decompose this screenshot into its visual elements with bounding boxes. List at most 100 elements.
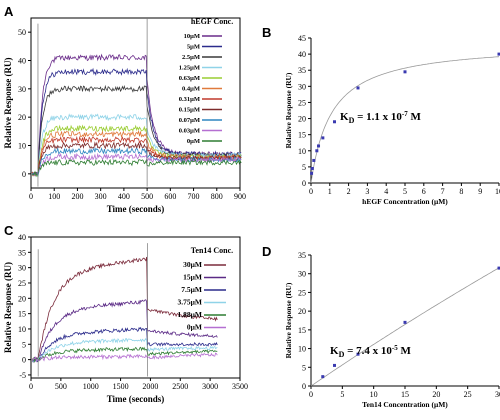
x-axis-label: Ten14 Concentration (μM) (362, 400, 448, 409)
y-tick-label: 0 (302, 179, 306, 188)
y-tick-label: 15 (298, 131, 306, 140)
x-tick-label: 0 (309, 187, 313, 196)
y-tick-label: 20 (298, 115, 306, 124)
y-tick-label: 25 (298, 98, 306, 107)
data-point (310, 167, 314, 170)
y-tick-label: 20 (18, 113, 26, 122)
series-line (31, 84, 242, 175)
x-tick-label: 15 (401, 390, 409, 399)
y-tick-label: 35 (298, 66, 306, 75)
x-tick-label: 3 (365, 187, 369, 196)
y-tick-label: 10 (298, 147, 306, 156)
x-tick-label: 0 (309, 390, 313, 399)
y-tick-label: 25 (18, 279, 26, 288)
x-tick-label: 300 (95, 192, 107, 201)
legend-entry-label: 0.31μM (179, 96, 200, 103)
x-tick-label: 10 (370, 390, 378, 399)
y-tick-label: 0 (22, 170, 26, 179)
legend-entry-label: 10μM (184, 33, 200, 40)
legend: hEGF Conc. 10μM 5μM 2.5μM 1.25μM 0.63μM 0.4μM 0… (179, 17, 233, 145)
series-line (31, 299, 218, 363)
legend-entry-label: 0.63μM (179, 75, 200, 82)
y-tick-label: 15 (18, 310, 26, 319)
x-tick-label: 0 (29, 382, 33, 391)
kd-subscript: D (349, 116, 355, 125)
fit-curve (310, 56, 500, 184)
kd-value: = 1.1 x 10 (354, 111, 402, 123)
plot-frame (30, 17, 241, 189)
y-tick-label: 20 (18, 294, 26, 303)
legend-entry-label: 2.5μM (182, 54, 200, 61)
y-axis-label: Relative Response (RU) (284, 282, 293, 358)
x-axis-label: Time (seconds) (107, 394, 165, 404)
x-tick-label: 8 (459, 187, 463, 196)
data-point (312, 158, 316, 162)
x-tick-label: 400 (118, 192, 130, 201)
y-tick-label: 25 (298, 288, 306, 297)
x-tick-label: 2500 (172, 382, 188, 391)
y-axis-label: Relative Response (RU) (284, 72, 293, 148)
series-line (31, 337, 218, 363)
kd-main: K (340, 111, 349, 123)
legend-entry-label: 0.03μM (179, 128, 200, 135)
panel-d: D 0 5 10 15 20 25 30 0 5 10 15 20 25 30 35 Ten14 Concent… (262, 244, 500, 409)
y-tick-label: -5 (19, 371, 26, 380)
panel-a: A 0 100 200 300 400 500 600 700 800 900 0 10 20 30 40 50… (3, 4, 246, 214)
kd-exponent: -7 (402, 110, 408, 118)
y-tick-label: 40 (298, 50, 306, 59)
legend-entry-label: 7.5μM (181, 285, 202, 294)
y-axis-label: Relative Response (RU) (3, 58, 13, 149)
x-tick-label: 1500 (113, 382, 129, 391)
legend-title: hEGF Conc. (191, 17, 233, 26)
data-point (310, 171, 314, 175)
legend-entry-label: 0μM (187, 138, 200, 145)
kd-exponent: -5 (392, 344, 398, 352)
kd-main: K (330, 345, 339, 357)
legend-entry-label: 3.75μM (178, 298, 202, 307)
y-tick-label: 45 (298, 34, 306, 43)
kd-unit: M (408, 111, 422, 123)
y-tick-label: 35 (298, 251, 306, 260)
x-axis-label: Time (seconds) (107, 204, 165, 214)
y-tick-label: 30 (298, 82, 306, 91)
series-group (31, 18, 242, 187)
x-tick-label: 20 (432, 390, 440, 399)
y-tick-label: 5 (22, 340, 26, 349)
kd-subscript: D (339, 350, 345, 359)
y-tick-label: 5 (302, 163, 306, 172)
kd-value: = 7.4 x 10 (344, 345, 392, 357)
series-line (31, 135, 242, 176)
x-tick-label: 500 (141, 192, 153, 201)
x-tick-label: 7 (441, 187, 445, 196)
legend-entry-label: 0.15μM (179, 107, 200, 114)
panel-letter: B (262, 25, 271, 40)
y-tick-label: 5 (302, 363, 306, 372)
x-tick-label: 1000 (83, 382, 99, 391)
data-point (403, 70, 407, 74)
data-point (315, 149, 319, 153)
panel-c: C0 500 1000 1500 2000 2500 3000 3500-5051015202… (3, 223, 248, 404)
y-tick-label: 0 (22, 356, 26, 365)
y-tick-label: 30 (298, 270, 306, 279)
x-tick-label: 600 (164, 192, 176, 201)
y-tick-label: 15 (298, 326, 306, 335)
x-tick-label: 800 (211, 192, 223, 201)
y-tick-label: 50 (18, 28, 26, 37)
legend-entry-label: 15μM (183, 273, 202, 282)
x-tick-label: 4 (384, 187, 388, 196)
kd-annotation: KD = 1.1 x 10-7 M (340, 110, 421, 125)
x-tick-label: 2 (347, 187, 351, 196)
y-tick-label: 0 (302, 382, 306, 391)
y-tick-label: 10 (18, 325, 26, 334)
legend-entry-label: 1.25μM (179, 65, 200, 72)
x-tick-label: 900 (234, 192, 246, 201)
legend-entry-label: 5μM (187, 44, 200, 51)
x-tick-label: 25 (464, 390, 472, 399)
legend: Ten14 Conc. 30μM 15μM 7.5μM 3.75μM 1.88μM 0μM (178, 246, 234, 332)
kd-annotation: KD = 7.4 x 10-5 M (330, 344, 411, 359)
legend-entry-label: 0.4μM (182, 86, 200, 93)
series-group (31, 243, 218, 377)
data-point (333, 120, 336, 124)
x-tick-label: 1 (328, 187, 332, 196)
